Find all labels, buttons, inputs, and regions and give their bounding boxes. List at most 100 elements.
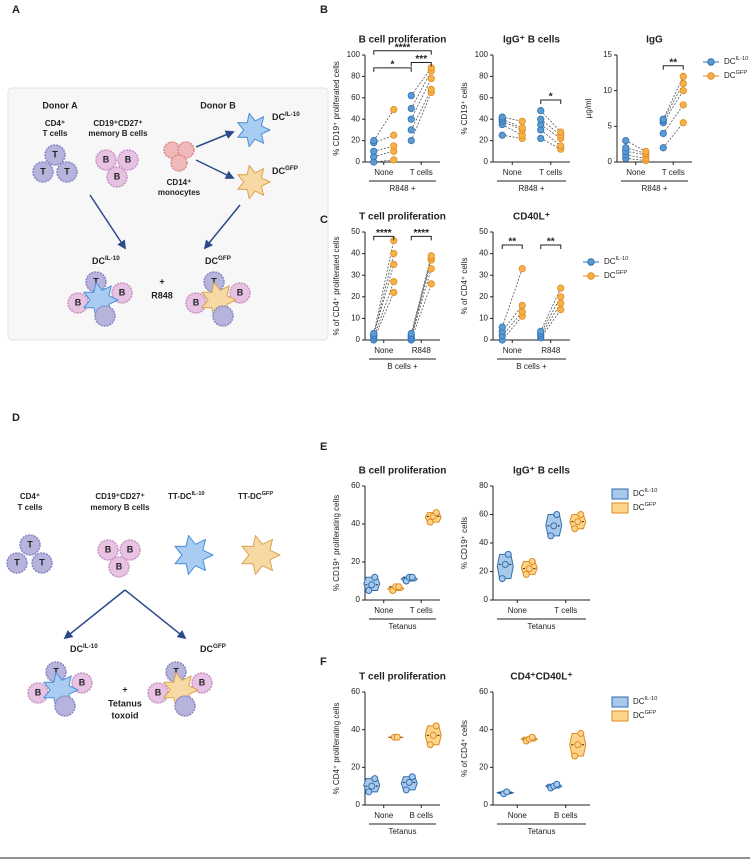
- pair-line: [625, 140, 646, 152]
- significance-label: ****: [413, 228, 429, 239]
- cell-letter: T: [173, 666, 179, 676]
- data-point: [622, 137, 630, 145]
- pair-line: [540, 110, 562, 133]
- diagram-label-base: DC: [70, 644, 83, 654]
- diagram-label: DCIL-10: [92, 255, 120, 266]
- y-tick-label: 40: [479, 249, 488, 258]
- chart-title: IgG: [646, 35, 663, 46]
- y-axis-label: % CD19⁺ cells: [460, 517, 469, 569]
- y-tick-label: 60: [351, 687, 360, 696]
- data-point: [370, 329, 378, 338]
- data-point: [518, 308, 526, 316]
- y-tick-label: 40: [479, 725, 488, 734]
- y-tick-label: 5: [608, 121, 613, 130]
- y-axis-label: % of CD4⁺ proliferated cells: [332, 237, 341, 336]
- legend-swatch: [611, 488, 629, 500]
- data-point: [622, 144, 630, 152]
- diagram-label: CD19⁺CD27⁺: [93, 119, 142, 128]
- dendritic-cell: [237, 112, 271, 148]
- diagram-label-sup: IL-10: [105, 255, 120, 262]
- group-label: Tetanus: [388, 622, 416, 631]
- y-tick-label: 20: [351, 557, 360, 566]
- significance-label: ****: [376, 228, 392, 239]
- cell-letter: B: [199, 677, 206, 687]
- diagram-label: CD4⁺: [45, 119, 65, 128]
- data-point: [407, 126, 415, 134]
- diagram-label: DCGFP: [205, 255, 231, 266]
- x-tick-label: B cells: [409, 811, 433, 820]
- data-point: [679, 79, 687, 88]
- y-tick-label: 10: [351, 314, 360, 323]
- significance-label: **: [508, 237, 516, 248]
- group-label: R848 +: [389, 184, 415, 193]
- y-tick-label: 50: [351, 227, 360, 236]
- data-point: [368, 782, 376, 790]
- diagram-label-sup: IL-10: [285, 111, 300, 118]
- y-tick-label: 40: [351, 725, 360, 734]
- arrow: [195, 159, 235, 179]
- cell: [32, 161, 54, 183]
- y-tick-label: 100: [347, 50, 361, 59]
- y-axis-label: % CD19⁺ proliferated cells: [332, 61, 341, 155]
- diagram-label: +: [159, 276, 164, 286]
- y-tick-label: 10: [603, 86, 612, 95]
- data-point: [432, 509, 440, 517]
- significance-bracket: [662, 65, 684, 70]
- data-point: [395, 583, 403, 591]
- cell-letter: T: [39, 557, 45, 567]
- data-point: [498, 113, 506, 121]
- data-point: [407, 115, 415, 123]
- legend-swatch: [707, 72, 715, 80]
- cell: [174, 695, 196, 717]
- cell: [31, 552, 53, 574]
- pair-line: [373, 281, 395, 338]
- significance-label: **: [547, 237, 555, 248]
- data-point: [525, 565, 533, 573]
- arrow: [203, 204, 241, 250]
- legend-swatch: [611, 696, 629, 708]
- cell-letter: T: [52, 149, 58, 159]
- y-tick-label: 30: [479, 270, 488, 279]
- y-axis-label: % of CD4⁺ cells: [460, 720, 469, 777]
- data-point: [518, 301, 526, 310]
- y-axis-label: % CD19⁺ cells: [460, 82, 469, 134]
- legend-swatch: [587, 258, 595, 266]
- y-axis-label: % CD4⁺ proliferating cells: [332, 703, 341, 795]
- data-point: [537, 134, 545, 143]
- y-tick-label: 80: [479, 481, 488, 490]
- data-point: [429, 731, 437, 739]
- data-point: [407, 92, 415, 100]
- pair-line: [373, 109, 395, 141]
- y-tick-label: 0: [484, 335, 489, 344]
- legend-label-base: DC: [633, 503, 645, 512]
- y-tick-label: 100: [475, 50, 489, 59]
- data-point: [537, 107, 545, 115]
- diagram-label: memory B cells: [88, 129, 148, 138]
- diagram-label: monocytes: [158, 188, 201, 197]
- data-point: [518, 117, 526, 125]
- group-label: B cells +: [387, 362, 418, 371]
- y-tick-label: 10: [479, 314, 488, 323]
- data-point: [426, 518, 434, 526]
- y-axis-label: % CD19⁺ proliferating cells: [332, 495, 341, 591]
- legend-label: DCIL-10: [633, 488, 657, 498]
- legend-label: DCGFP: [724, 70, 747, 80]
- chart-title: CD4⁺CD40L⁺: [510, 672, 572, 683]
- significance-bracket: [540, 244, 562, 249]
- diagram-label: Donor B: [200, 100, 236, 110]
- diagram-label: TT-DCGFP: [238, 491, 273, 501]
- y-tick-label: 50: [479, 227, 488, 236]
- diagram-label-base: DC: [205, 256, 218, 266]
- data-point: [426, 741, 434, 749]
- legend-label-sup: GFP: [645, 710, 657, 716]
- cell-letter: T: [27, 539, 33, 549]
- legend-label-sup: GFP: [645, 502, 657, 508]
- data-point: [427, 265, 435, 273]
- y-tick-label: 60: [351, 481, 360, 490]
- cell: [177, 141, 195, 159]
- diagram-label-base: DC: [200, 644, 213, 654]
- x-tick-label: None: [374, 168, 394, 177]
- x-tick-label: R848: [412, 346, 432, 355]
- cell: [95, 149, 117, 171]
- y-tick-label: 60: [351, 93, 360, 102]
